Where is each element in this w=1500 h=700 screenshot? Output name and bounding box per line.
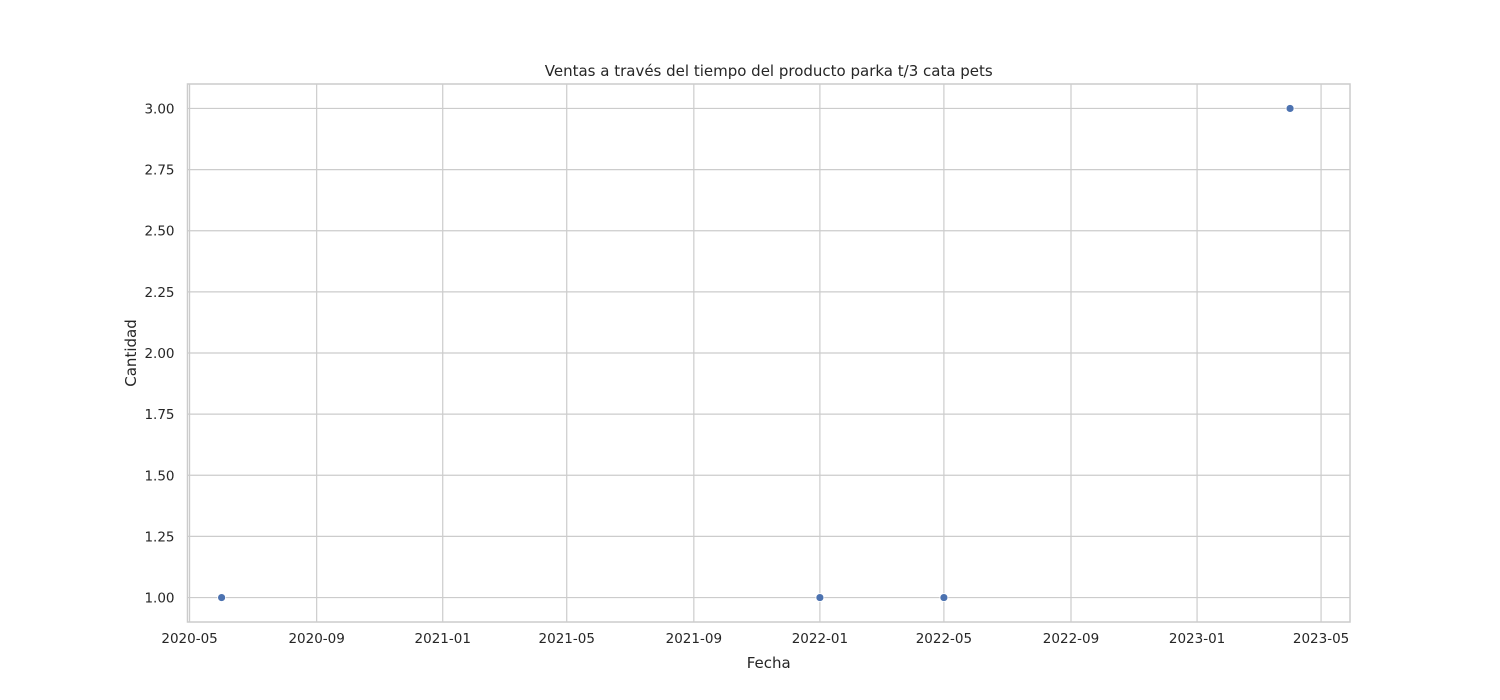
x-axis-label: Fecha (747, 654, 791, 672)
x-tick-labels: 2020-05 2020-09 2021-01 2021-05 2021-09 2022-… (161, 631, 1349, 647)
x-tick-label: 2023-01 (1169, 631, 1225, 647)
y-tick-label: 1.25 (144, 529, 174, 545)
chart-title: Ventas a través del tiempo del producto … (545, 62, 993, 80)
data-points (217, 104, 1295, 602)
x-tick-label: 2022-09 (1043, 631, 1099, 647)
y-tick-labels: 1.00 1.25 1.50 1.75 2.00 2.25 2.50 2.75 3.00 (144, 101, 174, 606)
y-tick-label: 1.75 (144, 407, 174, 423)
y-axis-label: Cantidad (122, 319, 140, 386)
data-point (1285, 104, 1295, 113)
x-tick-label: 2021-05 (539, 631, 595, 647)
x-tick-label: 2022-05 (916, 631, 972, 647)
x-tick-label: 2021-01 (415, 631, 471, 647)
y-tick-label: 1.00 (144, 591, 174, 607)
data-point (939, 593, 949, 602)
y-tick-label: 2.75 (144, 163, 174, 179)
y-tick-label: 2.25 (144, 285, 174, 301)
x-tick-label: 2022-01 (792, 631, 848, 647)
x-tick-label: 2020-05 (161, 631, 217, 647)
data-point (217, 593, 227, 602)
y-tick-label: 1.50 (144, 468, 174, 484)
plot-frame (186, 83, 1351, 623)
x-tick-label: 2020-09 (288, 631, 344, 647)
y-tick-label: 3.00 (144, 101, 174, 117)
x-tick-label: 2021-09 (666, 631, 722, 647)
y-tick-label: 2.50 (144, 224, 174, 240)
data-point (815, 593, 825, 602)
x-tick-label: 2023-05 (1293, 631, 1349, 647)
grid-lines (187, 84, 1350, 622)
y-tick-label: 2.00 (144, 346, 174, 362)
